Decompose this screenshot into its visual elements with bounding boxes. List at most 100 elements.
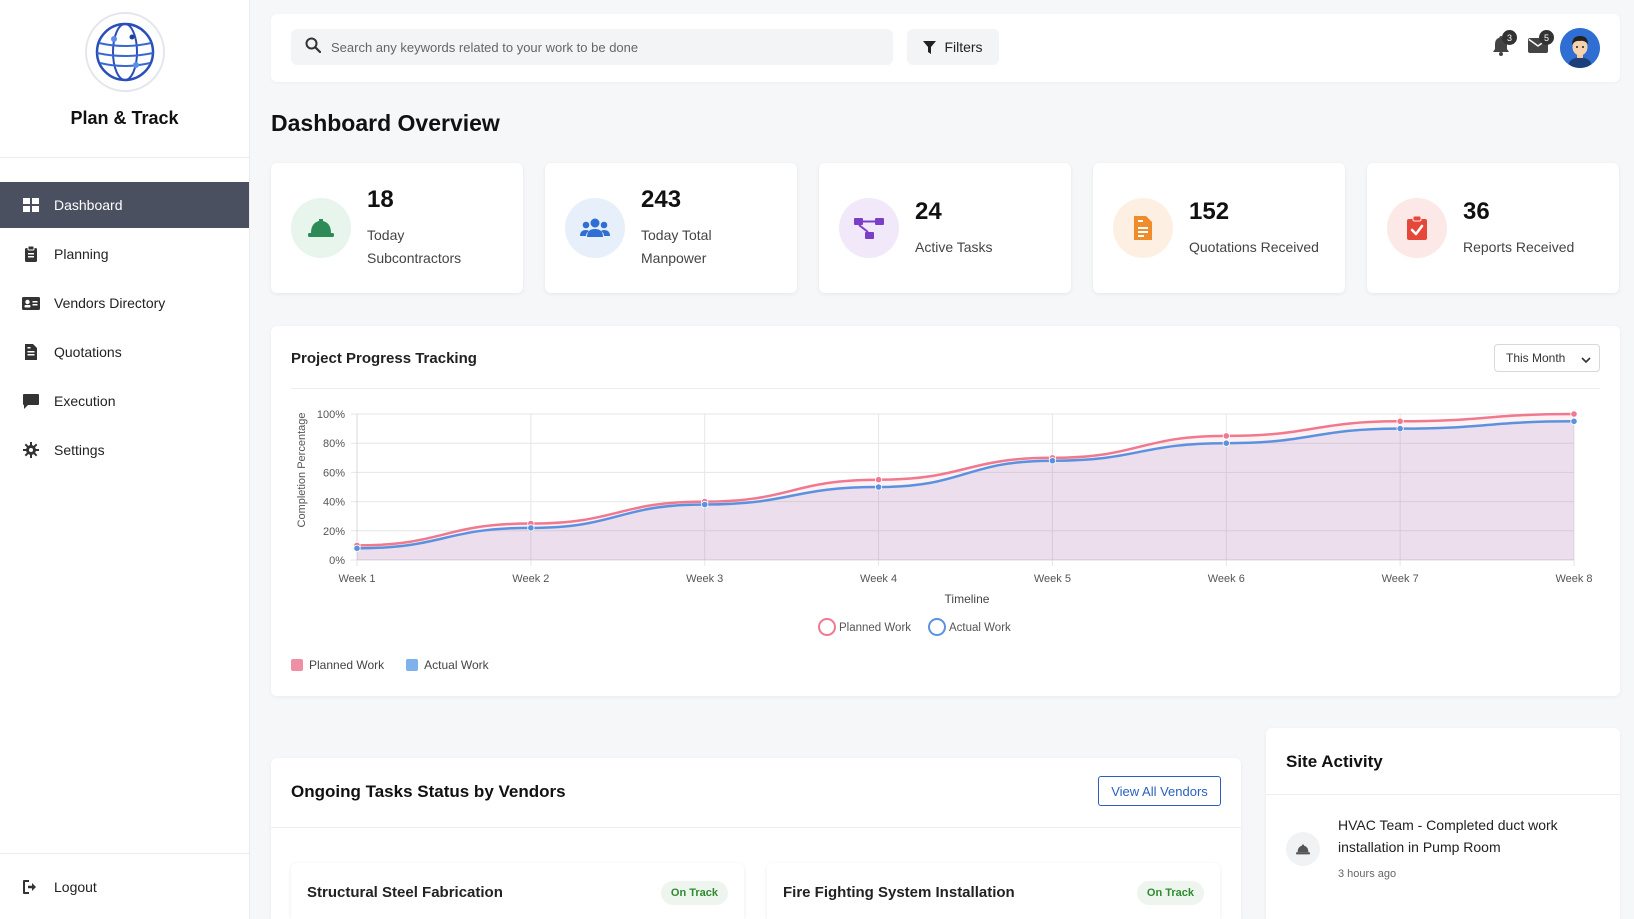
data-point — [1570, 417, 1578, 425]
legend-marker — [818, 618, 836, 636]
legend-label: Planned Work — [839, 622, 911, 634]
stat-card-active-tasks[interactable]: 24 Active Tasks — [819, 163, 1071, 293]
search-input[interactable] — [331, 39, 871, 55]
stat-value: 36 — [1463, 197, 1490, 225]
chevron-down-icon — [1581, 353, 1591, 367]
hardhat-icon — [291, 198, 351, 258]
x-tick-label: Week 4 — [860, 573, 897, 585]
app-logo[interactable] — [84, 12, 165, 92]
period-select[interactable]: This Month — [1494, 344, 1600, 372]
logout-button[interactable]: Logout — [0, 853, 249, 919]
sidebar-item-label: Settings — [54, 442, 105, 458]
sidebar-item-label: Planning — [54, 246, 109, 262]
stat-card-subcontractors[interactable]: 18 Today Subcontractors — [271, 163, 523, 293]
stat-label: Today Subcontractors — [367, 227, 462, 266]
stat-value: 152 — [1189, 197, 1230, 225]
search-box[interactable] — [291, 29, 893, 65]
chart-areas — [357, 414, 1574, 560]
search-icon — [305, 37, 322, 58]
sidebar: Plan & Track Dashboard Planning Vendors … — [0, 0, 250, 919]
data-point — [701, 500, 709, 509]
stat-text: 243 Today Total Manpower — [641, 186, 751, 270]
y-tick-label: 20% — [323, 526, 345, 538]
stat-label: Today Total Manpower — [641, 227, 712, 266]
top-bar: Filters 3 5 — [271, 14, 1620, 82]
filters-button[interactable]: Filters — [907, 29, 999, 65]
bottom-legend: Planned Work Actual Work — [291, 658, 489, 672]
vendors-panel: Ongoing Tasks Status by Vendors View All… — [271, 758, 1241, 919]
logout-icon — [22, 878, 40, 896]
data-point — [1570, 410, 1578, 418]
project-progress-panel: Project Progress Tracking This Month 0% 2… — [271, 326, 1620, 696]
panel-title: Project Progress Tracking — [291, 350, 477, 367]
sitemap-icon — [839, 198, 899, 258]
id-card-icon — [22, 294, 40, 312]
logout-label: Logout — [54, 878, 97, 895]
x-tick-label: Week 6 — [1208, 573, 1245, 585]
globe-logo-icon — [95, 22, 154, 82]
stat-card-quotations[interactable]: 152 Quotations Received — [1093, 163, 1345, 293]
hardhat-icon — [1286, 832, 1320, 866]
divider — [271, 827, 1241, 828]
chart-legend: Planned Work Actual Work — [818, 618, 1011, 636]
activity-title: Site Activity — [1286, 752, 1383, 771]
series-line-actual — [356, 420, 1575, 550]
data-point — [1396, 424, 1404, 433]
clipboard-icon — [22, 245, 40, 263]
divider — [291, 388, 1600, 389]
sidebar-item-planning[interactable]: Planning — [0, 231, 249, 277]
data-point — [874, 483, 883, 491]
stat-value: 18 — [367, 186, 394, 213]
view-all-vendors-button[interactable]: View All Vendors — [1098, 776, 1221, 806]
stat-card-manpower[interactable]: 243 Today Total Manpower — [545, 163, 797, 293]
stat-text: 152 Quotations Received — [1189, 198, 1329, 259]
chart-grid — [351, 413, 1575, 566]
vendors-title: Ongoing Tasks Status by Vendors — [291, 782, 566, 801]
period-select-value: This Month — [1506, 351, 1566, 365]
messages-count-badge: 5 — [1539, 30, 1554, 45]
x-tick-label: Week 3 — [686, 573, 723, 585]
data-point — [1048, 457, 1057, 465]
data-point — [353, 544, 361, 552]
user-avatar[interactable] — [1560, 28, 1600, 68]
x-tick-label: Week 1 — [338, 573, 375, 585]
sidebar-item-label: Dashboard — [54, 197, 123, 213]
notifications-count-badge: 3 — [1502, 30, 1517, 45]
x-tick-label: Week 7 — [1382, 573, 1419, 585]
x-tick-label: Week 8 — [1555, 573, 1592, 585]
vendor-task-card[interactable]: Structural Steel Fabrication On Track — [291, 863, 744, 919]
stat-value: 243 — [641, 186, 682, 213]
clipboard-check-icon — [1387, 198, 1447, 258]
sidebar-item-quotations[interactable]: Quotations — [0, 329, 249, 375]
users-icon — [565, 198, 625, 258]
data-point — [874, 476, 883, 484]
messages-button[interactable]: 5 — [1526, 30, 1554, 60]
x-axis-label: Timeline — [945, 592, 990, 606]
notifications-button[interactable]: 3 — [1489, 30, 1517, 60]
gear-icon — [22, 441, 40, 459]
vendor-task-card[interactable]: Fire Fighting System Installation On Tra… — [767, 863, 1220, 919]
divider — [1266, 794, 1620, 795]
x-tick-label: Week 2 — [512, 573, 549, 585]
y-axis-label: Completion Percentage — [296, 413, 308, 528]
stat-card-reports[interactable]: 36 Reports Received — [1367, 163, 1619, 293]
series-line-planned — [356, 412, 1575, 547]
sidebar-item-execution[interactable]: Execution — [0, 378, 249, 424]
activity-item-text[interactable]: HVAC Team - Completed duct work installa… — [1338, 817, 1558, 855]
sidebar-item-settings[interactable]: Settings — [0, 427, 249, 473]
y-tick-label: 100% — [317, 409, 345, 421]
page-title: Dashboard Overview — [271, 110, 500, 136]
y-axis-ticks: 0% 20% 40% 60% 80% 100% — [317, 409, 345, 567]
series-area — [357, 421, 1574, 560]
status-badge: On Track — [660, 881, 728, 905]
sidebar-item-label: Quotations — [54, 344, 122, 360]
brand: Plan & Track — [0, 0, 249, 158]
legend-swatch-planned — [291, 659, 303, 671]
y-tick-label: 40% — [323, 497, 345, 509]
legend-marker — [928, 618, 946, 636]
sidebar-item-vendors-directory[interactable]: Vendors Directory — [0, 280, 249, 326]
filters-label: Filters — [944, 39, 983, 55]
sidebar-item-dashboard[interactable]: Dashboard — [0, 182, 249, 228]
progress-chart: 0%20%40%60%80%100% Week 1 Week 2 Week 3 Wee… — [296, 409, 1593, 636]
data-point — [1396, 417, 1404, 425]
